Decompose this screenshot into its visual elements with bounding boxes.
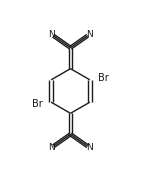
Text: Br: Br	[98, 73, 109, 83]
Text: Br: Br	[32, 99, 43, 109]
Text: N: N	[87, 30, 93, 39]
Text: N: N	[48, 143, 54, 152]
Text: N: N	[87, 143, 93, 152]
Text: N: N	[48, 30, 54, 39]
